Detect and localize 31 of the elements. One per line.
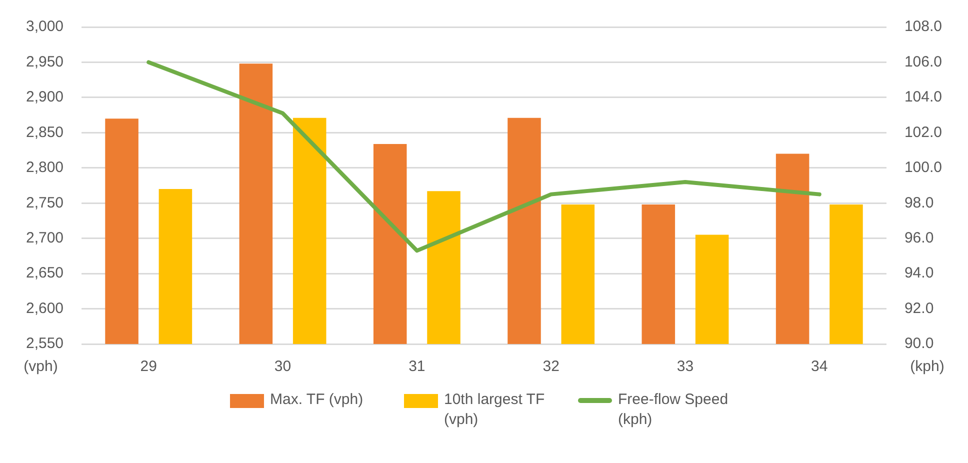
y-tick-label: 2,650: [26, 264, 64, 282]
y-tick-label: 2,750: [26, 194, 64, 212]
y2-tick-label: 102.0: [904, 124, 942, 141]
y-tick-label: 2,700: [26, 229, 64, 246]
y-tick-label: 2,550: [26, 335, 64, 352]
y-tick-label: 2,800: [26, 159, 64, 176]
x-tick-label: 34: [811, 358, 828, 376]
y2-tick-label: 100.0: [904, 159, 942, 176]
y2-tick-label: 96.0: [904, 229, 934, 246]
x-tick-label: 31: [408, 358, 426, 376]
y2-tick-label: 108.0: [904, 18, 942, 36]
y2-tick-label: 104.0: [904, 88, 942, 106]
legend-label: 10th largest TF (vph): [444, 390, 546, 430]
y-tick-label: 2,850: [26, 124, 64, 141]
y2-tick-label: 92.0: [904, 300, 934, 317]
x-tick-label: 30: [274, 358, 292, 376]
legend-label: Max. TF (vph): [270, 390, 364, 410]
y-tick-label: 2,900: [26, 88, 64, 106]
legend-label: Free-flow Speed (kph): [618, 390, 730, 430]
y2-tick-label: 98.0: [904, 194, 934, 212]
y-tick-label: 3,000: [26, 18, 64, 36]
y-tick-label: 2,950: [26, 53, 64, 70]
y2-tick-label: 106.0: [904, 53, 942, 70]
y-tick-label: 2,600: [26, 300, 64, 317]
x-tick-label: 29: [140, 358, 157, 376]
x-tick-label: 32: [542, 358, 560, 376]
x-tick-label: 33: [676, 358, 694, 376]
y-axis-title: (vph): [24, 358, 58, 376]
y2-tick-label: 94.0: [904, 264, 934, 282]
y2-tick-label: 90.0: [904, 335, 934, 352]
y2-axis-title: (kph): [910, 358, 944, 376]
